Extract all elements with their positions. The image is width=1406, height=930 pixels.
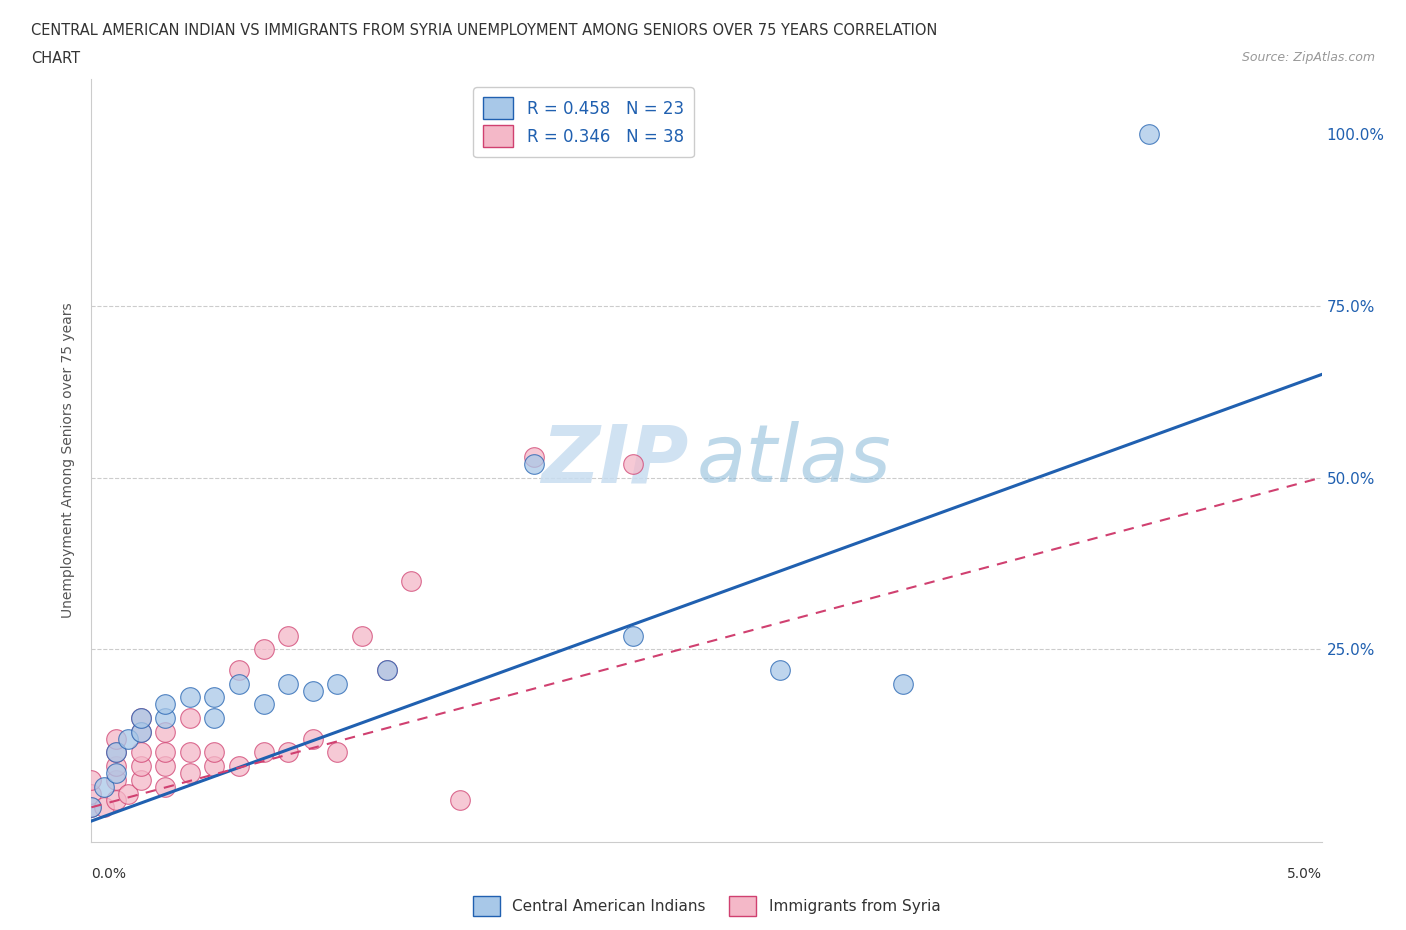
Point xyxy=(202,711,225,725)
Point xyxy=(228,676,250,691)
Point xyxy=(153,724,177,739)
Point xyxy=(105,765,127,780)
Point xyxy=(153,759,177,774)
Y-axis label: Unemployment Among Seniors over 75 years: Unemployment Among Seniors over 75 years xyxy=(62,302,76,618)
Point xyxy=(105,793,127,808)
Point xyxy=(891,676,914,691)
Point xyxy=(153,779,177,794)
Point xyxy=(129,724,152,739)
Point xyxy=(93,779,115,794)
Point xyxy=(153,745,177,760)
Point xyxy=(105,731,127,746)
Point xyxy=(179,765,201,780)
Point xyxy=(129,711,152,725)
Point xyxy=(80,800,103,815)
Point xyxy=(253,745,276,760)
Point xyxy=(301,731,323,746)
Point xyxy=(277,745,299,760)
Point xyxy=(375,662,398,677)
Point xyxy=(523,457,546,472)
Point xyxy=(129,724,152,739)
Point xyxy=(179,745,201,760)
Point xyxy=(80,786,103,801)
Point xyxy=(449,793,471,808)
Point xyxy=(153,697,177,711)
Text: CHART: CHART xyxy=(31,51,80,66)
Point xyxy=(1137,126,1160,141)
Point xyxy=(523,449,546,464)
Legend: Central American Indians, Immigrants from Syria: Central American Indians, Immigrants fro… xyxy=(467,890,946,922)
Point xyxy=(621,457,644,472)
Point xyxy=(105,745,127,760)
Point xyxy=(117,786,139,801)
Point xyxy=(228,662,250,677)
Point xyxy=(253,697,276,711)
Point xyxy=(129,745,152,760)
Point xyxy=(277,628,299,643)
Point xyxy=(228,759,250,774)
Point xyxy=(80,800,103,815)
Point xyxy=(399,573,422,588)
Point xyxy=(202,745,225,760)
Point xyxy=(350,628,373,643)
Point xyxy=(129,711,152,725)
Point xyxy=(105,745,127,760)
Point xyxy=(621,628,644,643)
Text: 5.0%: 5.0% xyxy=(1286,867,1322,881)
Point xyxy=(105,773,127,788)
Point xyxy=(277,676,299,691)
Point xyxy=(202,690,225,705)
Point xyxy=(117,731,139,746)
Text: CENTRAL AMERICAN INDIAN VS IMMIGRANTS FROM SYRIA UNEMPLOYMENT AMONG SENIORS OVER: CENTRAL AMERICAN INDIAN VS IMMIGRANTS FR… xyxy=(31,23,938,38)
Point xyxy=(179,711,201,725)
Point xyxy=(80,773,103,788)
Text: 0.0%: 0.0% xyxy=(91,867,127,881)
Point xyxy=(153,711,177,725)
Text: ZIP: ZIP xyxy=(541,421,688,499)
Point xyxy=(179,690,201,705)
Point xyxy=(326,745,349,760)
Point xyxy=(129,759,152,774)
Point xyxy=(129,773,152,788)
Point xyxy=(253,642,276,657)
Point xyxy=(93,800,115,815)
Text: atlas: atlas xyxy=(696,421,891,499)
Point xyxy=(769,662,792,677)
Text: Source: ZipAtlas.com: Source: ZipAtlas.com xyxy=(1241,51,1375,64)
Point xyxy=(301,683,323,698)
Point xyxy=(105,759,127,774)
Point xyxy=(375,662,398,677)
Point xyxy=(326,676,349,691)
Point xyxy=(202,759,225,774)
